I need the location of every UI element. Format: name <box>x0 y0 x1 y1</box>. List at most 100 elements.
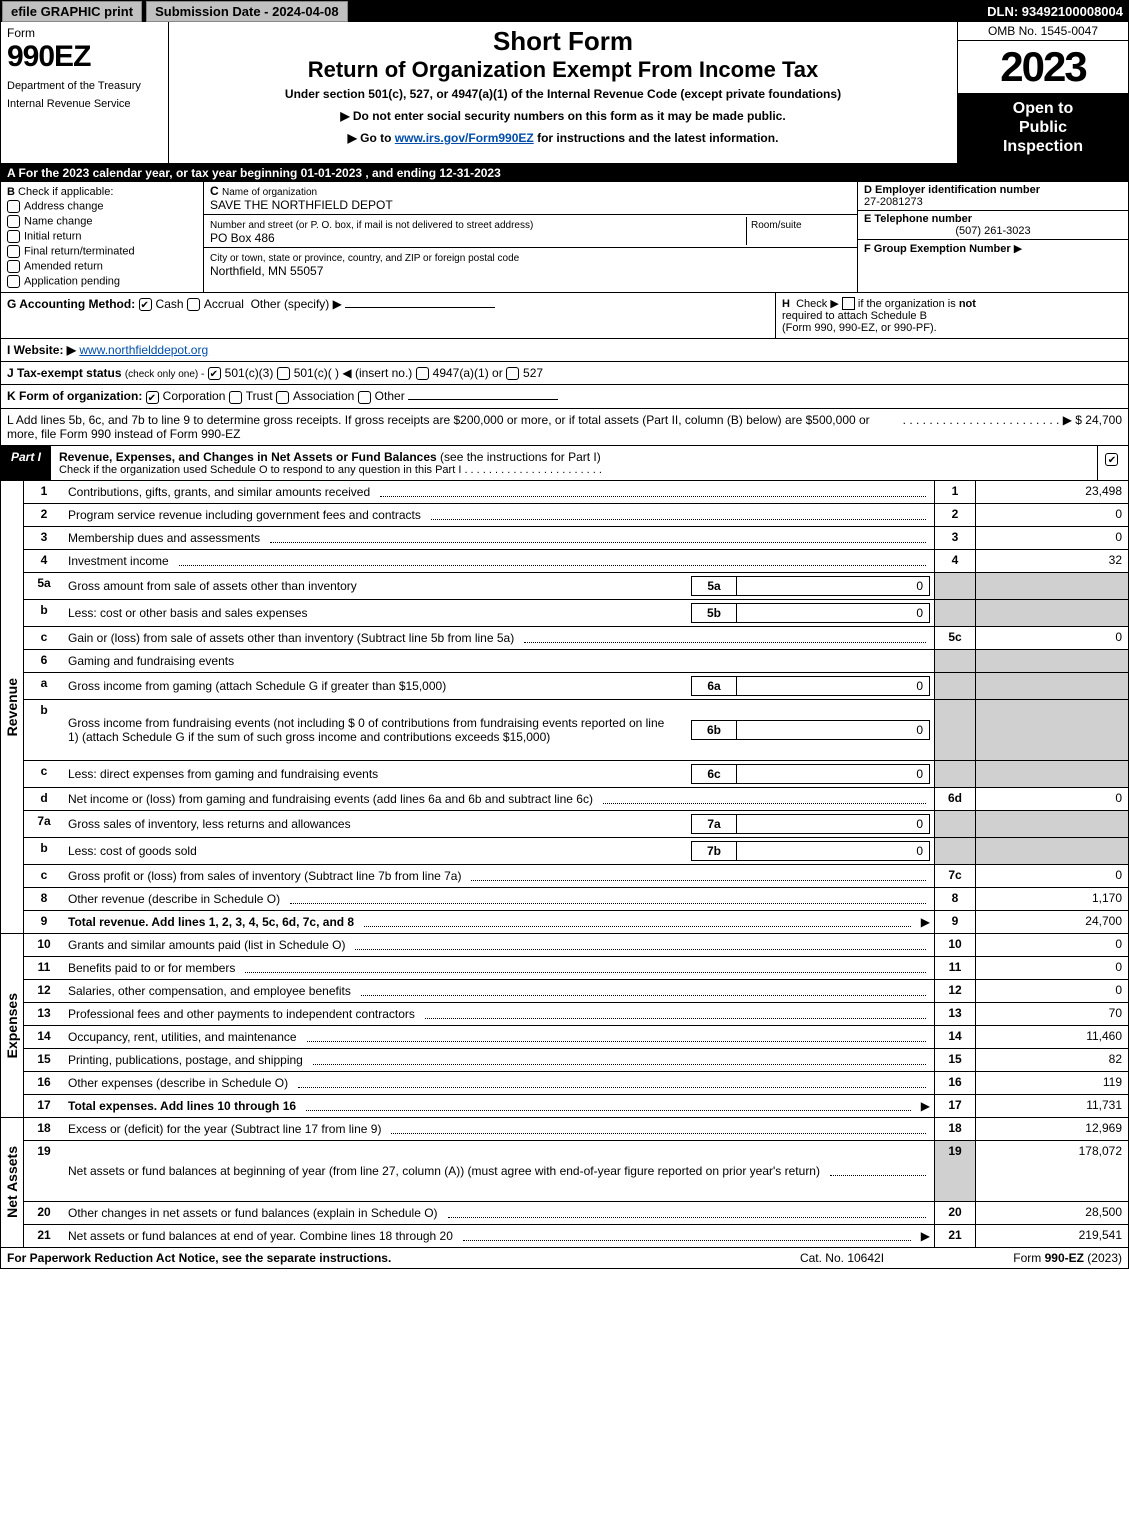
netasset-lines: 18Excess or (deficit) for the year (Subt… <box>24 1118 1128 1247</box>
part1-hint: (see the instructions for Part I) <box>440 450 601 464</box>
j-501c-checkbox[interactable] <box>277 367 290 380</box>
return-title: Return of Organization Exempt From Incom… <box>175 57 951 83</box>
line-result-num: 21 <box>934 1225 975 1247</box>
inner-amount: 0 <box>737 841 930 861</box>
cash-checkbox[interactable] <box>139 298 152 311</box>
header-right: OMB No. 1545-0047 2023 Open to Public In… <box>957 22 1128 163</box>
line-row: 11Benefits paid to or for members110 <box>24 957 1128 980</box>
j-insert: ◀ (insert no.) <box>342 366 412 380</box>
j-hint: (check only one) - <box>125 369 204 380</box>
section-bcdef: B Check if applicable: Address changeNam… <box>0 182 1129 293</box>
k-label: K Form of organization: <box>7 389 142 403</box>
org-name-box: C Name of organization SAVE THE NORTHFIE… <box>204 182 857 215</box>
section-def: D Employer identification number 27-2081… <box>857 182 1128 292</box>
line-result-num <box>934 673 975 699</box>
line-text: Other changes in net assets or fund bala… <box>64 1202 934 1224</box>
line-result-num <box>934 838 975 864</box>
line-amount: 0 <box>975 504 1128 526</box>
cash-label: Cash <box>156 297 184 311</box>
h-text4: (Form 990, 990-EZ, or 990-PF). <box>782 322 937 334</box>
line-text: Less: direct expenses from gaming and fu… <box>64 761 934 787</box>
line-number: a <box>24 673 64 699</box>
line-g: G Accounting Method: Cash Accrual Other … <box>1 293 775 339</box>
efile-button[interactable]: efile GRAPHIC print <box>2 1 142 22</box>
b-checkbox-0[interactable] <box>7 200 20 213</box>
line-amount: 11,460 <box>975 1026 1128 1048</box>
inner-line-num: 6b <box>691 720 737 740</box>
line-j: J Tax-exempt status (check only one) - 5… <box>0 362 1129 385</box>
k-checkbox-0[interactable] <box>146 391 159 404</box>
line-number: 7a <box>24 811 64 837</box>
line-result-num: 12 <box>934 980 975 1002</box>
line-number: 10 <box>24 934 64 956</box>
j-527-checkbox[interactable] <box>506 367 519 380</box>
line-amount: 178,072 <box>975 1141 1128 1201</box>
j-opt4: 527 <box>523 366 543 380</box>
line-amount: 24,700 <box>975 911 1128 933</box>
inner-amount: 0 <box>737 720 930 740</box>
k-checkbox-1[interactable] <box>229 391 242 404</box>
k-checkbox-2[interactable] <box>276 391 289 404</box>
open-inspection: Open to Public Inspection <box>958 93 1128 163</box>
line-result-num <box>934 600 975 626</box>
b-checkbox-1[interactable] <box>7 215 20 228</box>
line-row: 21Net assets or fund balances at end of … <box>24 1225 1128 1247</box>
b-checkbox-2[interactable] <box>7 230 20 243</box>
part1-sub-dots: . . . . . . . . . . . . . . . . . . . . … <box>464 464 602 476</box>
section-b: B Check if applicable: Address changeNam… <box>1 182 204 292</box>
dots <box>298 1078 926 1087</box>
b-item-label: Address change <box>24 200 104 212</box>
part1-checkbox[interactable] <box>1105 453 1118 466</box>
line-text: Gross profit or (loss) from sales of inv… <box>64 865 934 887</box>
ssn-note: ▶ Do not enter social security numbers o… <box>175 109 951 123</box>
line-row: 16Other expenses (describe in Schedule O… <box>24 1072 1128 1095</box>
line-row: 14Occupancy, rent, utilities, and mainte… <box>24 1026 1128 1049</box>
line-row: 15Printing, publications, postage, and s… <box>24 1049 1128 1072</box>
line-number: 21 <box>24 1225 64 1247</box>
line-number: 4 <box>24 550 64 572</box>
line-row: aGross income from gaming (attach Schedu… <box>24 673 1128 700</box>
line-row: 17Total expenses. Add lines 10 through 1… <box>24 1095 1128 1117</box>
dots <box>463 1231 911 1240</box>
under-section: Under section 501(c), 527, or 4947(a)(1)… <box>175 87 951 101</box>
line-amount: 23,498 <box>975 481 1128 503</box>
footer-center: Cat. No. 10642I <box>742 1251 942 1265</box>
line-number: 15 <box>24 1049 64 1071</box>
line-number: b <box>24 838 64 864</box>
goto-pre: ▶ Go to <box>348 131 395 145</box>
line-number: c <box>24 627 64 649</box>
j-501c3-checkbox[interactable] <box>208 367 221 380</box>
k-checkbox-3[interactable] <box>358 391 371 404</box>
inner-line-num: 5b <box>691 603 737 623</box>
h-checkbox[interactable] <box>842 297 855 310</box>
instructions-link[interactable]: www.irs.gov/Form990EZ <box>395 131 534 145</box>
accrual-checkbox[interactable] <box>187 298 200 311</box>
line-number: 12 <box>24 980 64 1002</box>
line-text: Gross sales of inventory, less returns a… <box>64 811 934 837</box>
line-row: 5aGross amount from sale of assets other… <box>24 573 1128 600</box>
dots <box>306 1101 911 1110</box>
line-result-num: 7c <box>934 865 975 887</box>
j-4947-checkbox[interactable] <box>416 367 429 380</box>
line-amount <box>975 761 1128 787</box>
line-result-num: 2 <box>934 504 975 526</box>
line-amount: 32 <box>975 550 1128 572</box>
b-checkbox-5[interactable] <box>7 275 20 288</box>
b-checkbox-3[interactable] <box>7 245 20 258</box>
omb-number: OMB No. 1545-0047 <box>958 22 1128 41</box>
j-opt1: 501(c)(3) <box>225 366 274 380</box>
city-label: City or town, state or province, country… <box>210 253 519 264</box>
line-row: 4Investment income432 <box>24 550 1128 573</box>
dots <box>313 1055 926 1064</box>
dots <box>364 917 911 926</box>
line-text: Printing, publications, postage, and shi… <box>64 1049 934 1071</box>
website-link[interactable]: www.northfielddepot.org <box>79 343 208 357</box>
line-result-num: 9 <box>934 911 975 933</box>
line-row: dNet income or (loss) from gaming and fu… <box>24 788 1128 811</box>
dots <box>245 963 926 972</box>
part1-subtitle: Check if the organization used Schedule … <box>59 464 1089 476</box>
expense-lines: 10Grants and similar amounts paid (list … <box>24 934 1128 1117</box>
submission-button[interactable]: Submission Date - 2024-04-08 <box>146 1 348 22</box>
line-row: 20Other changes in net assets or fund ba… <box>24 1202 1128 1225</box>
b-checkbox-4[interactable] <box>7 260 20 273</box>
